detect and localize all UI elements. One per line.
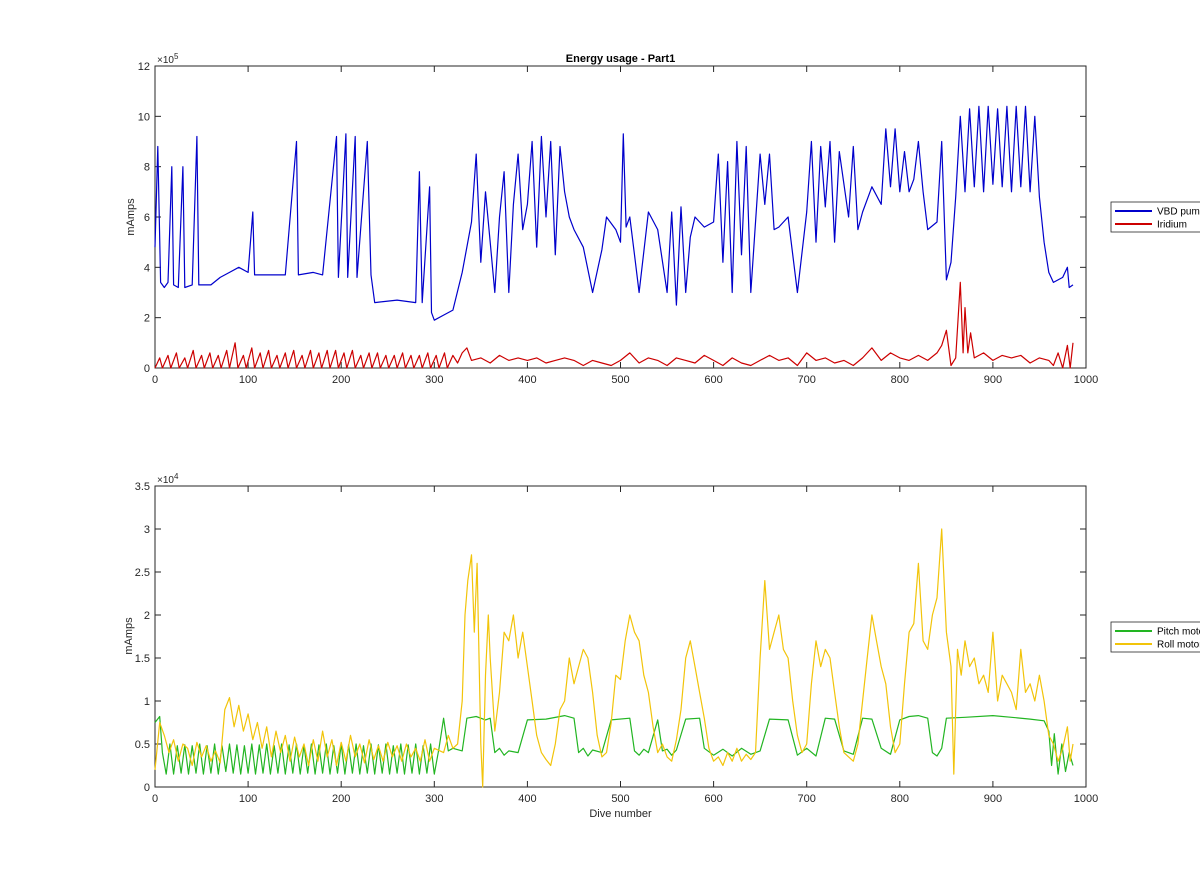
legend-label-pitch-motor: Pitch motor (1157, 627, 1200, 638)
x-tick-label: 700 (798, 374, 816, 386)
x-tick-label: 300 (425, 793, 443, 805)
x-tick-label: 100 (239, 793, 257, 805)
series-lines-top (154, 105, 1074, 369)
y-axis-label-top: mAmps (125, 198, 137, 236)
series-line-pitch-motor (154, 714, 1074, 775)
ticks-bottom: 0 100 200 300 400 500 600 700 800 900 1000 0 0.5 1 1.5… (135, 481, 1099, 805)
legend-top: VBD pump Iridium (1110, 201, 1200, 233)
y-tick-label: 1 (144, 696, 150, 708)
x-tick-label: 800 (891, 374, 909, 386)
x-tick-label: 0 (152, 793, 158, 805)
y-exponent-power-top: 5 (174, 52, 179, 61)
x-tick-label: 0 (152, 374, 158, 386)
y-tick-label: 2 (144, 610, 150, 622)
x-tick-label: 200 (332, 374, 350, 386)
svg-text:×105: ×105 (157, 52, 179, 66)
series-line-roll-motor (154, 528, 1074, 788)
y-tick-label: 4 (144, 262, 150, 274)
x-tick-label: 600 (704, 374, 722, 386)
ticks-top: 0 100 200 300 400 500 600 700 800 900 1000 0 2 4 6 8 10 1… (138, 61, 1098, 386)
y-tick-label: 6 (144, 212, 150, 224)
y-tick-label: 8 (144, 162, 150, 174)
y-tick-label: 1.5 (135, 653, 150, 665)
chart-title: Energy usage - Part1 (566, 53, 675, 65)
series-line-vbd-pump (154, 105, 1074, 321)
y-exponent-base-top: ×10 (157, 55, 174, 66)
x-tick-label: 600 (704, 793, 722, 805)
x-axis-label-bottom: Dive number (589, 808, 652, 820)
plot-area-bottom (154, 485, 1087, 788)
x-tick-label: 200 (332, 793, 350, 805)
y-tick-label: 10 (138, 111, 150, 123)
y-tick-label: 0 (144, 363, 150, 375)
y-tick-label: 2.5 (135, 567, 150, 579)
legend-label-iridium: Iridium (1157, 220, 1187, 231)
y-axis-label-bottom: mAmps (123, 617, 135, 655)
x-tick-label: 100 (239, 374, 257, 386)
series-line-iridium (154, 281, 1074, 369)
y-tick-label: 2 (144, 313, 150, 325)
y-tick-label: 3 (144, 524, 150, 536)
x-tick-label: 400 (518, 793, 536, 805)
y-tick-label: 12 (138, 61, 150, 73)
svg-text:×104: ×104 (157, 472, 179, 486)
plot-area-top (154, 65, 1087, 369)
y-tick-label: 3.5 (135, 481, 150, 493)
y-exponent-power-bottom: 4 (174, 472, 179, 481)
legend-label-roll-motor: Roll motor (1157, 640, 1200, 651)
x-tick-label: 300 (425, 374, 443, 386)
legend-bottom: Pitch motor Roll motor (1110, 621, 1200, 653)
x-tick-label: 400 (518, 374, 536, 386)
series-lines-bottom (154, 528, 1074, 788)
y-exponent-label-top: ×105 (157, 52, 179, 66)
x-tick-label: 1000 (1074, 793, 1098, 805)
legend-box-bottom (1110, 621, 1200, 653)
legend-label-vbd-pump: VBD pump (1157, 207, 1200, 218)
x-tick-label: 900 (984, 374, 1002, 386)
y-exponent-label-bottom: ×104 (157, 472, 179, 486)
x-tick-label: 500 (611, 793, 629, 805)
y-tick-label: 0 (144, 782, 150, 794)
x-tick-label: 500 (611, 374, 629, 386)
energy-chart-top: Energy usage - Part1 mAmps ×105 0 100 200 3… (125, 52, 1200, 386)
y-tick-label: 0.5 (135, 739, 150, 751)
x-tick-label: 800 (891, 793, 909, 805)
x-tick-label: 1000 (1074, 374, 1098, 386)
x-tick-label: 900 (984, 793, 1002, 805)
x-tick-label: 700 (798, 793, 816, 805)
legend-box-top (1110, 201, 1200, 233)
energy-chart-bottom: mAmps Dive number ×104 0 100 200 300 400 500 6… (123, 472, 1200, 820)
y-exponent-base-bottom: ×10 (157, 475, 174, 486)
